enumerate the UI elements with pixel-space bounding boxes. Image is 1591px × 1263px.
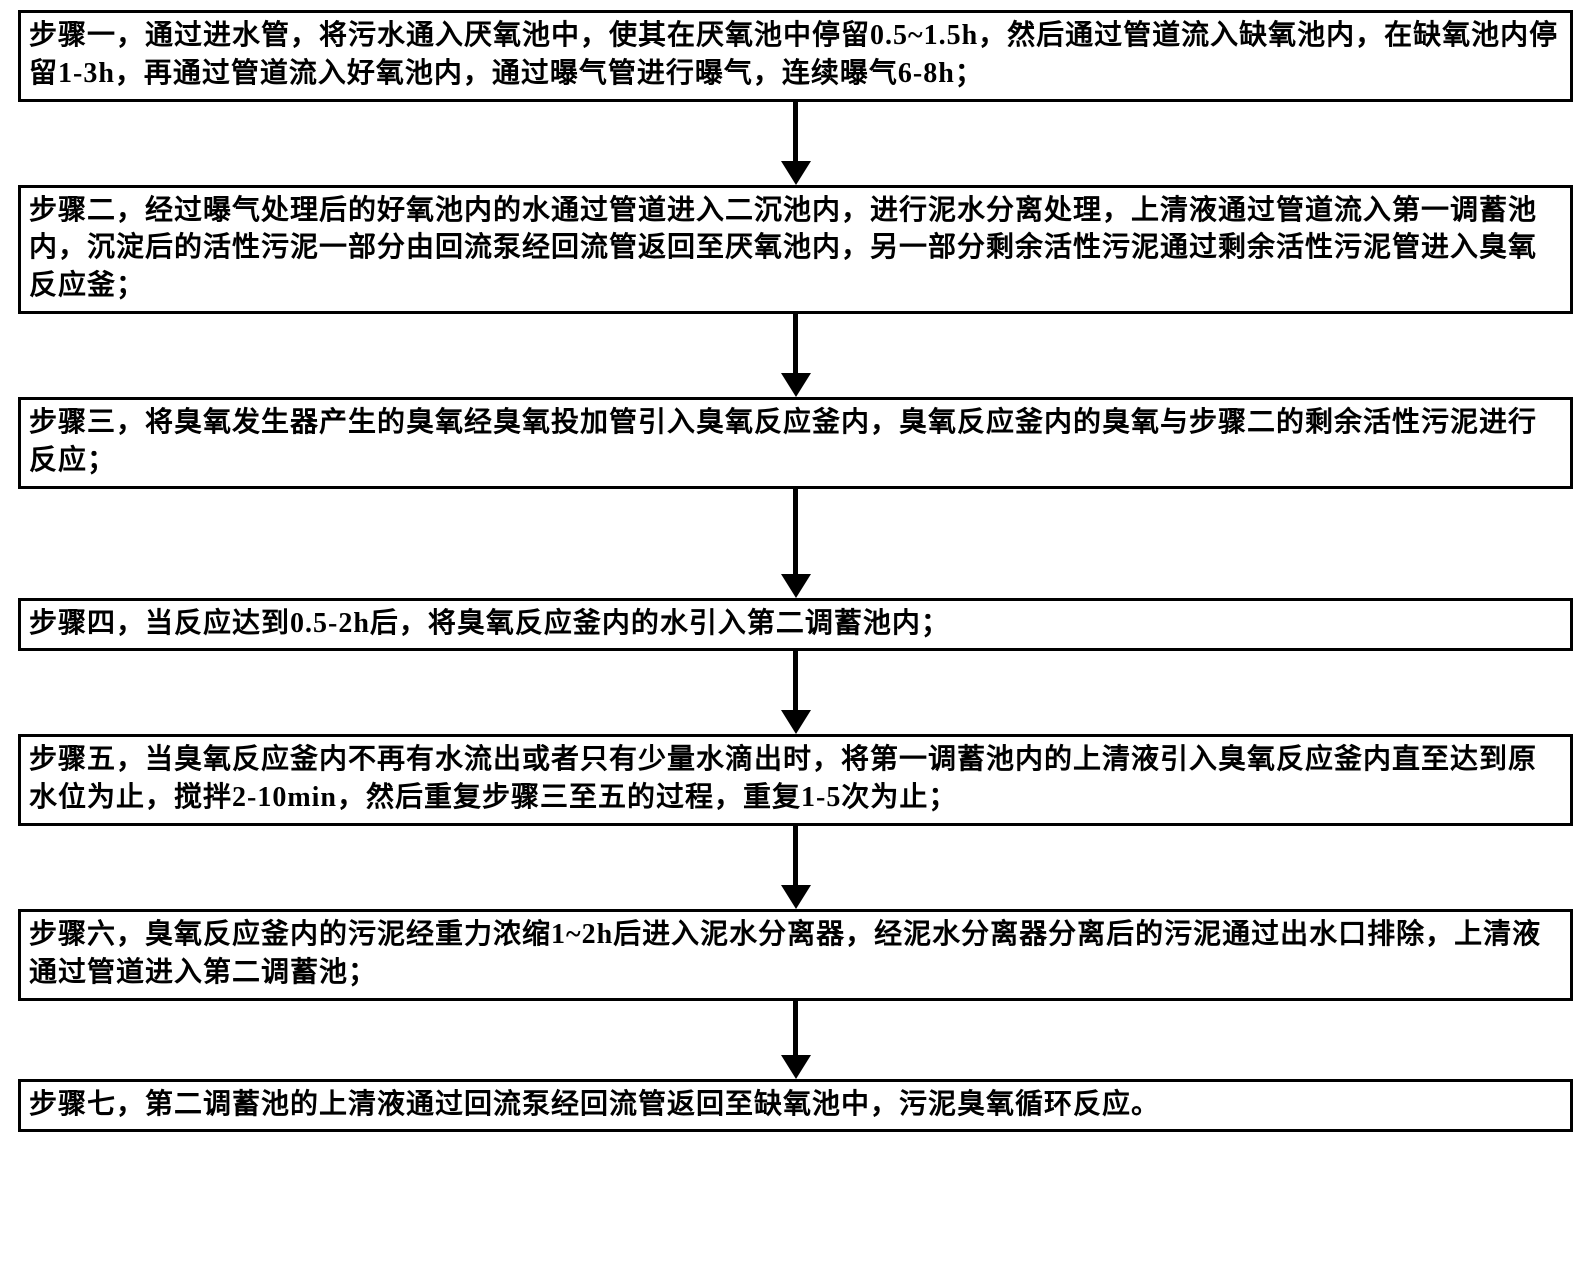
arrow-shaft <box>793 314 798 374</box>
arrow-head-icon <box>781 574 811 598</box>
arrow-head-icon <box>781 885 811 909</box>
step-box-6: 步骤六，臭氧反应釜内的污泥经重力浓缩1~2h后进入泥水分离器，经泥水分离器分离后… <box>18 909 1573 1001</box>
arrow-5 <box>781 826 811 909</box>
step-box-1: 步骤一，通过进水管，将污水通入厌氧池中，使其在厌氧池中停留0.5~1.5h，然后… <box>18 10 1573 102</box>
arrow-1 <box>781 102 811 185</box>
arrow-shaft <box>793 651 798 711</box>
arrow-head-icon <box>781 373 811 397</box>
arrow-4 <box>781 651 811 734</box>
arrow-shaft <box>793 1001 798 1056</box>
arrow-head-icon <box>781 161 811 185</box>
step-box-4: 步骤四，当反应达到0.5-2h后，将臭氧反应釜内的水引入第二调蓄池内； <box>18 598 1573 652</box>
arrow-2 <box>781 314 811 397</box>
arrow-head-icon <box>781 1055 811 1079</box>
step-box-7: 步骤七，第二调蓄池的上清液通过回流泵经回流管返回至缺氧池中，污泥臭氧循环反应。 <box>18 1079 1573 1133</box>
step-box-5: 步骤五，当臭氧反应釜内不再有水流出或者只有少量水滴出时，将第一调蓄池内的上清液引… <box>18 734 1573 826</box>
step-box-2: 步骤二，经过曝气处理后的好氧池内的水通过管道进入二沉池内，进行泥水分离处理，上清… <box>18 185 1573 314</box>
arrow-shaft <box>793 489 798 575</box>
arrow-3 <box>781 489 811 598</box>
arrow-shaft <box>793 102 798 162</box>
arrow-shaft <box>793 826 798 886</box>
arrow-6 <box>781 1001 811 1079</box>
step-box-3: 步骤三，将臭氧发生器产生的臭氧经臭氧投加管引入臭氧反应釜内，臭氧反应釜内的臭氧与… <box>18 397 1573 489</box>
flowchart-container: 步骤一，通过进水管，将污水通入厌氧池中，使其在厌氧池中停留0.5~1.5h，然后… <box>18 10 1573 1132</box>
arrow-head-icon <box>781 710 811 734</box>
